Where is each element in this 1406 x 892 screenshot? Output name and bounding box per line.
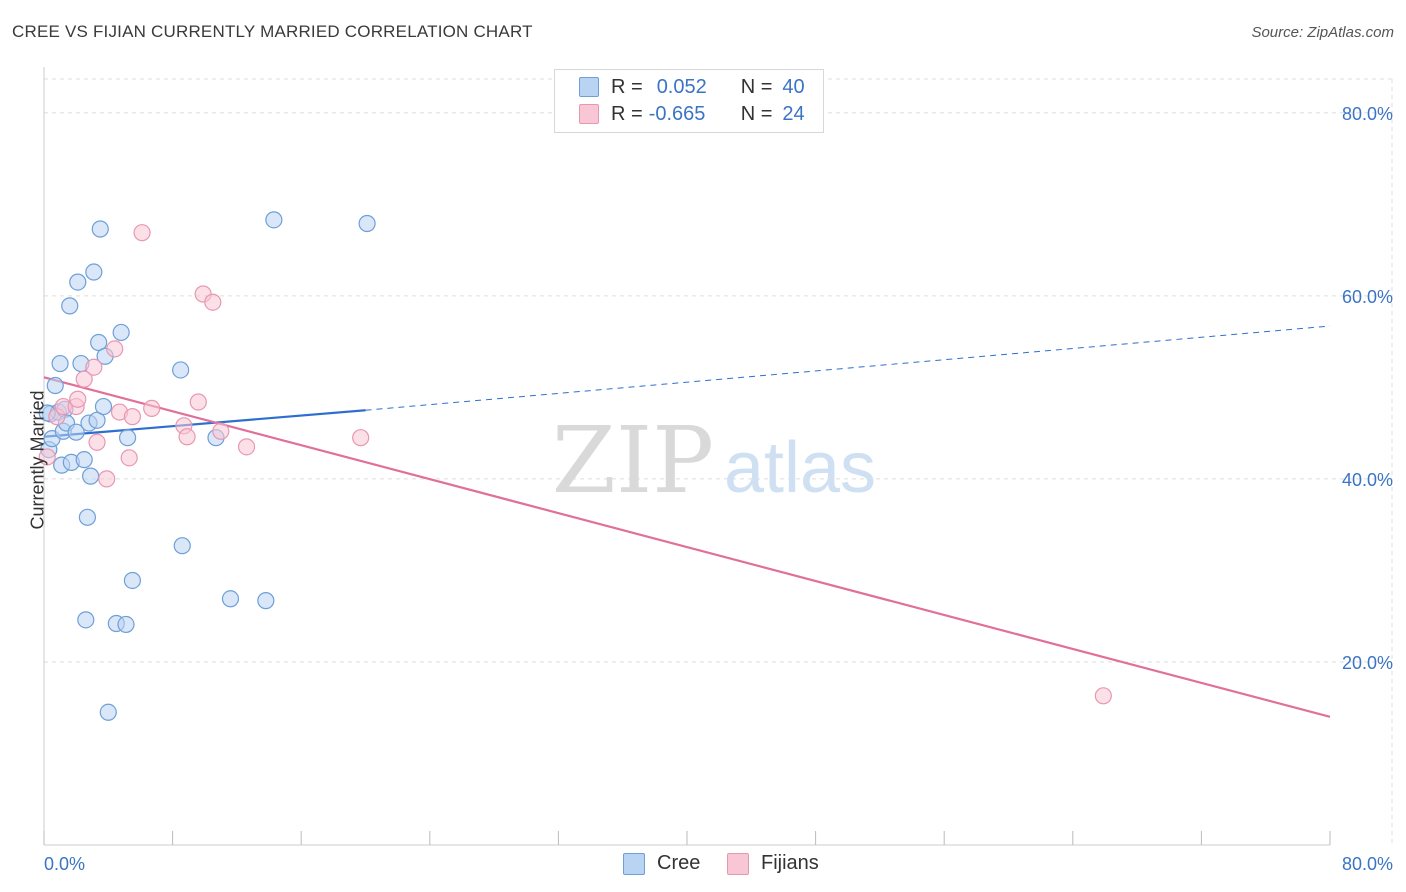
cree-point xyxy=(118,429,137,447)
fijians-n-value: 24 xyxy=(782,102,805,125)
data-points xyxy=(38,211,1112,721)
cree-point xyxy=(172,361,190,379)
fijian-point xyxy=(69,390,87,408)
fijian-point xyxy=(75,370,93,388)
fijian-point xyxy=(88,433,106,451)
watermark-atlas: atlas xyxy=(724,428,876,508)
fijian-point xyxy=(204,293,222,311)
cree-swatch xyxy=(579,77,599,97)
y-tick-label: 40.0% xyxy=(1342,470,1393,490)
cree-point xyxy=(61,297,79,315)
cree-point xyxy=(46,376,64,395)
fijians-n-label: N = xyxy=(740,102,773,125)
cree-point xyxy=(51,354,69,373)
x-tick-label-start: 0.0% xyxy=(44,854,85,874)
y-tick-label: 20.0% xyxy=(1342,653,1393,673)
fijian-point xyxy=(123,408,142,426)
fijian-point xyxy=(120,449,138,467)
cree-n-value: 40 xyxy=(782,75,805,98)
watermark-zip: ZIP xyxy=(552,407,714,514)
cree-point xyxy=(265,211,283,229)
cree-legend-label: Cree xyxy=(657,852,701,874)
cree-trend-line xyxy=(43,409,366,438)
tick-labels: 20.0% 40.0% 60.0% 80.0% 0.0% 80.0% xyxy=(44,104,1393,874)
cree-point xyxy=(94,397,113,416)
series-legend: Cree Fijians xyxy=(0,852,1406,878)
fijian-point xyxy=(178,428,196,446)
legend-item-fijians: Fijians xyxy=(727,852,819,875)
cree-point xyxy=(77,611,95,629)
cree-point xyxy=(99,703,117,721)
watermark: ZIP atlas xyxy=(552,407,876,514)
cree-point xyxy=(85,263,103,281)
cree-legend-swatch xyxy=(623,852,645,875)
cree-point xyxy=(112,323,130,342)
fijian-point xyxy=(98,470,116,488)
cree-point xyxy=(221,590,240,608)
cree-point xyxy=(358,214,376,233)
y-tick-label: 80.0% xyxy=(1342,104,1393,124)
fijian-point xyxy=(85,358,103,376)
cree-trend-extension xyxy=(365,325,1331,411)
fijians-legend-label: Fijians xyxy=(761,852,819,874)
chart-title: CREE VS FIJIAN CURRENTLY MARRIED CORRELA… xyxy=(12,22,533,41)
y-tick-label: 60.0% xyxy=(1342,287,1393,307)
y-axis-label: Currently Married xyxy=(27,390,48,530)
cree-point xyxy=(257,592,275,610)
cree-point xyxy=(82,467,100,485)
fijians-r-value: -0.665 xyxy=(648,102,706,125)
fijian-point xyxy=(352,429,370,447)
fijian-point xyxy=(189,393,207,411)
fijians-swatch xyxy=(579,104,599,124)
fijian-point xyxy=(143,399,161,418)
cree-point xyxy=(69,273,87,291)
legend-row-fijians: R = -0.665 N = 24 xyxy=(579,101,805,127)
fijians-legend-swatch xyxy=(727,852,749,875)
fijians-r-label: R = xyxy=(611,102,643,125)
correlation-legend: R = 0.052 N = 40 R = -0.665 N = 24 xyxy=(554,69,824,133)
fijian-point xyxy=(237,438,256,456)
fijian-point xyxy=(38,448,56,466)
cree-point xyxy=(78,508,97,526)
cree-point xyxy=(91,220,109,238)
x-tick-label-end: 80.0% xyxy=(1342,854,1393,874)
cree-point xyxy=(67,423,85,441)
trend-lines xyxy=(43,325,1331,718)
legend-row-cree: R = 0.052 N = 40 xyxy=(579,74,805,100)
source-label: Source: ZipAtlas.com xyxy=(1251,24,1394,41)
cree-point xyxy=(75,451,93,469)
cree-r-value: 0.052 xyxy=(656,75,707,98)
grid-lines xyxy=(44,78,1393,845)
fijians-trend-line xyxy=(43,376,1331,718)
cree-n-label: N = xyxy=(740,75,773,98)
cree-point xyxy=(90,333,108,352)
cree-point xyxy=(88,411,106,429)
cree-point xyxy=(173,537,191,555)
fijian-point xyxy=(212,422,230,440)
legend-item-cree: Cree xyxy=(623,852,700,875)
fijian-point xyxy=(106,340,124,358)
cree-r-label: R = xyxy=(611,75,643,98)
fijian-point xyxy=(133,224,151,242)
fijian-point xyxy=(1094,687,1112,705)
cree-point xyxy=(117,615,135,634)
cree-point xyxy=(123,571,142,590)
